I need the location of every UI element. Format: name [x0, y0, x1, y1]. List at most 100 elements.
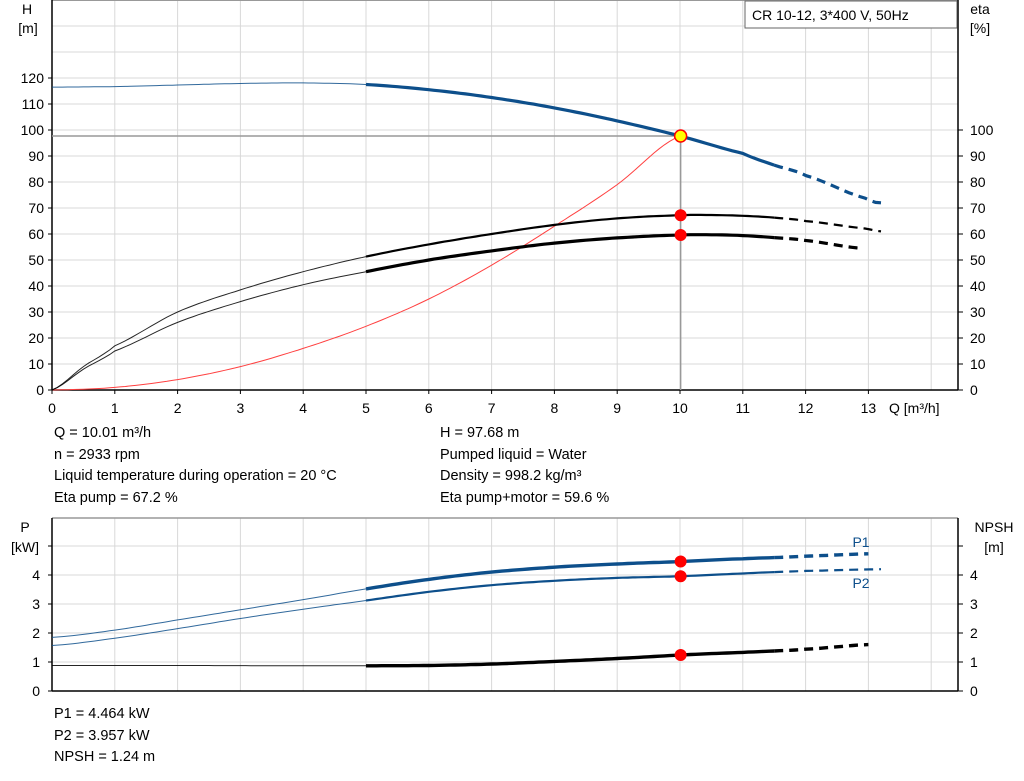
y-tick-label-left: 30 [28, 304, 44, 320]
system-curve [51, 135, 681, 391]
npsh-curve-dashed [774, 642, 869, 653]
y-tick-label-right: 80 [970, 174, 986, 190]
y-axis-unit-right: [m] [984, 539, 1003, 555]
head-efficiency-plot: 0102030405060708090100110120010203040506… [18, 0, 994, 416]
y-axis-unit-left: [kW] [11, 539, 39, 555]
p1-curve-solid [365, 555, 775, 591]
info-liquid: Pumped liquid = Water [440, 446, 587, 463]
x-tick-label: 7 [488, 400, 496, 416]
y-tick-label-left: 4 [32, 567, 40, 583]
y-tick-label-right: 40 [970, 278, 986, 294]
title-box-text: CR 10-12, 3*400 V, 50Hz [752, 7, 909, 23]
x-tick-label: 3 [237, 400, 245, 416]
duty-point-eta-pump-motor [674, 229, 687, 242]
duty-point-npsh [674, 649, 687, 662]
npsh-curve-solid [366, 649, 775, 668]
p2-curve-thin [51, 600, 367, 646]
y-tick-label-left: 40 [28, 278, 44, 294]
y-axis-label-left: P [20, 519, 29, 535]
power-npsh-plot: 0 1 2 3 4 0 1 2 3 4 P [kW] NPSH [m] P1 P2 [11, 517, 1014, 699]
y-tick-label-right: 50 [970, 252, 986, 268]
eta-pump-curve-thin [51, 256, 367, 391]
y-tick-label-right: 30 [970, 304, 986, 320]
y-tick-label-left: 3 [32, 596, 40, 612]
y-tick-label-left: 10 [28, 356, 44, 372]
info-eta-pump-motor: Eta pump+motor = 59.6 % [440, 489, 610, 506]
y-tick-label-left: 0 [32, 683, 40, 699]
x-tick-label: 8 [551, 400, 559, 416]
y-tick-label-left: 120 [21, 70, 45, 86]
title-box: CR 10-12, 3*400 V, 50Hz [744, 0, 958, 29]
y-tick-label-left: 70 [28, 200, 44, 216]
info-right: H = 97.68 m Pumped liquid = Water Densit… [440, 423, 609, 509]
x-tick-label: 6 [425, 400, 433, 416]
eta-pump-curve-solid [365, 213, 775, 258]
info-p2: P2 = 3.957 kW [54, 727, 150, 744]
y-axis-label-right: NPSH [975, 519, 1014, 535]
head-curve-solid [365, 82, 775, 167]
info-temperature: Liquid temperature during operation = 20… [54, 468, 337, 484]
y-tick-label-left: 110 [22, 96, 45, 112]
x-tick-label: 10 [672, 400, 688, 416]
y-tick-label-right: 20 [970, 330, 986, 346]
x-tick-label: 11 [736, 400, 751, 416]
y-tick-label-right: 0 [970, 382, 978, 398]
x-tick-label: 0 [48, 400, 56, 416]
x-tick-label: 13 [861, 400, 877, 416]
y-tick-label-right: 70 [970, 200, 986, 216]
p1-label: P1 [852, 534, 869, 550]
x-tick-label: 12 [798, 400, 814, 416]
info-speed: n = 2933 rpm [54, 446, 140, 463]
y-tick-label-right: 60 [970, 226, 986, 242]
eta-pump-motor-curve-thin [51, 271, 367, 391]
p1-curve-dashed [774, 552, 869, 560]
info-npsh: NPSH = 1.24 m [54, 749, 156, 765]
duty-point-head [673, 129, 688, 143]
y-tick-label-right: 2 [970, 625, 978, 641]
duty-point-p1 [674, 555, 687, 568]
eta-pump-motor-curve-solid [365, 233, 775, 274]
y-tick-label-left: 2 [32, 625, 40, 641]
y-tick-label-right: 3 [970, 596, 978, 612]
info-bottom: P1 = 4.464 kW P2 = 3.957 kW NPSH = 1.24 … [54, 704, 155, 769]
y-tick-label-left: 60 [28, 226, 44, 242]
y-axis-unit-left: [m] [18, 20, 37, 36]
y-tick-label-left: 50 [28, 252, 44, 268]
x-tick-label: 2 [174, 400, 182, 416]
p1-curve-thin [51, 588, 367, 638]
duty-point-eta-pump [674, 209, 687, 222]
y-tick-label-right: 4 [970, 567, 978, 583]
y-tick-label-left: 1 [32, 654, 40, 670]
y-tick-label-left: 0 [36, 382, 44, 398]
info-flow: Q = 10.01 m³/h [54, 425, 152, 441]
info-density: Density = 998.2 kg/m³ [440, 468, 582, 484]
head-curve-thin [52, 82, 367, 88]
y-axis-label-right: eta [970, 1, 990, 17]
eta-pump-curve-dashed [774, 216, 882, 233]
y-tick-label-left: 80 [28, 174, 44, 190]
p2-curve-solid [365, 571, 775, 602]
info-head: H = 97.68 m [440, 425, 520, 441]
p2-curve-dashed [774, 568, 882, 574]
info-left: Q = 10.01 m³/h n = 2933 rpm Liquid tempe… [54, 423, 337, 509]
y-tick-label-right: 10 [970, 356, 986, 372]
y-tick-label-left: 90 [28, 148, 44, 164]
x-tick-label: 4 [299, 400, 307, 416]
y-tick-label-left: 100 [21, 122, 45, 138]
x-axis-label: Q [m³/h] [889, 400, 940, 416]
info-p1: P1 = 4.464 kW [54, 706, 150, 722]
head-curve-dashed [773, 163, 882, 205]
y-tick-label-right: 1 [970, 654, 978, 670]
y-tick-label-right: 90 [970, 148, 986, 164]
p2-label: P2 [852, 575, 869, 591]
y-axis-unit-right: [%] [970, 20, 990, 36]
x-tick-label: 5 [362, 400, 370, 416]
eta-pump-motor-curve-dashed [774, 236, 863, 250]
x-tick-label: 9 [613, 400, 621, 416]
y-tick-label-right: 0 [970, 683, 978, 699]
duty-point-p2 [674, 570, 687, 583]
info-eta-pump: Eta pump = 67.2 % [54, 489, 178, 506]
x-tick-label: 1 [111, 400, 119, 416]
y-tick-label-right: 100 [970, 122, 994, 138]
